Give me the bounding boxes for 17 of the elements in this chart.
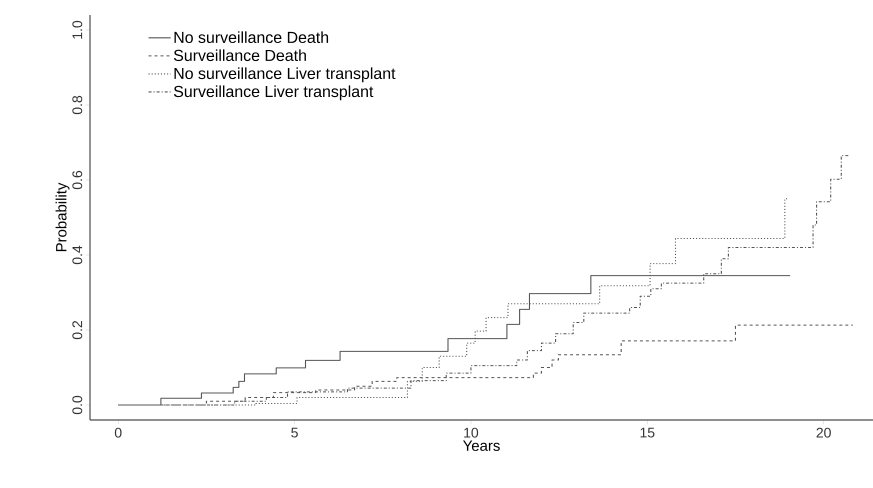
- legend-label: No surveillance Death: [174, 31, 328, 44]
- x-tick-label: 0: [114, 428, 122, 438]
- y-tick-label: 0.6: [72, 170, 82, 190]
- x-tick-label: 5: [291, 428, 298, 438]
- legend-label: Surveillance Death: [174, 49, 306, 62]
- y-tick-label: 1.0: [72, 20, 82, 39]
- x-axis-title: Years: [463, 440, 500, 451]
- y-tick-label: 0.0: [72, 396, 82, 414]
- x-tick-label: 15: [640, 428, 654, 438]
- x-tick-label: 20: [816, 428, 831, 438]
- legend-label: Surveillance Liver transplant: [174, 85, 374, 100]
- x-tick-label: 10: [464, 428, 478, 438]
- y-tick-label: 0.8: [72, 96, 82, 114]
- y-tick-label: 0.2: [72, 321, 82, 340]
- y-tick-label: 0.4: [72, 246, 82, 264]
- legend-label: No surveillance Liver transplant: [174, 67, 396, 82]
- y-axis-title: Probability: [56, 182, 70, 252]
